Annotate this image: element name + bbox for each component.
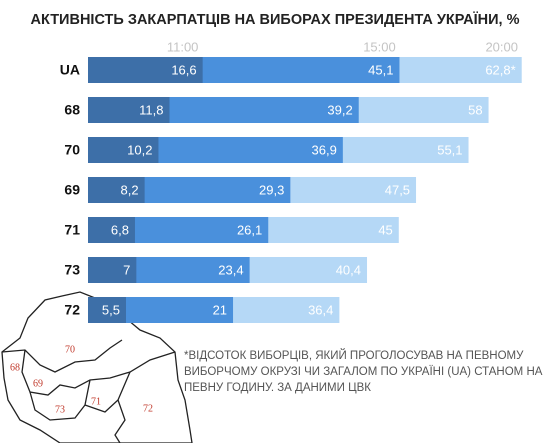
map-label: 69 (33, 378, 43, 389)
value-label: 45 (378, 222, 392, 237)
value-label: 47,5 (385, 182, 410, 197)
bar (88, 57, 203, 83)
chart-title: АКТИВНІСТЬ ЗАКАРПАТЦІВ НА ВИБОРАХ ПРЕЗИД… (31, 11, 520, 28)
value-label: 39,2 (327, 102, 352, 117)
value-label: 10,2 (127, 142, 152, 157)
value-label: 62,8* (485, 62, 515, 77)
series-label: 11:00 (167, 39, 199, 54)
map-border (1, 339, 123, 373)
value-label: 55,1 (437, 142, 462, 157)
map (1, 291, 193, 443)
value-label: 26,1 (237, 222, 262, 237)
footnote: *ВІДСОТОК ВИБОРЦІВ, ЯКИЙ ПРОГОЛОСУВАВ НА… (184, 349, 524, 362)
map-label: 72 (143, 403, 153, 414)
value-label: 36,4 (308, 302, 333, 317)
bar (88, 297, 126, 323)
value-label: 6,8 (111, 222, 129, 237)
category-label: 68 (64, 102, 80, 118)
series-label: 20:00 (485, 39, 518, 54)
bar (88, 97, 170, 123)
value-label: 21 (213, 302, 227, 317)
map-border (114, 399, 126, 443)
value-label: 45,1 (368, 62, 393, 77)
map-label: 71 (91, 396, 101, 407)
value-label: 11,8 (139, 102, 163, 117)
value-label: 16,6 (171, 62, 196, 77)
bar (88, 177, 145, 203)
value-label: 23,4 (218, 262, 243, 277)
category-label: UA (60, 62, 80, 78)
value-label: 58 (468, 102, 482, 117)
bar (88, 137, 159, 163)
category-label: 72 (64, 302, 80, 318)
value-label: 8,2 (121, 182, 139, 197)
value-label: 29,3 (259, 182, 284, 197)
map-label: 73 (55, 404, 65, 415)
map-border (29, 379, 91, 421)
category-label: 71 (64, 222, 80, 238)
value-label: 36,9 (312, 142, 337, 157)
value-label: 5,5 (102, 302, 120, 317)
footnote: ПЕВНУ ГОДИНУ. ЗА ДАНИМИ ЦВК (184, 382, 371, 394)
series-label: 15:00 (363, 39, 396, 54)
map-label: 68 (10, 362, 20, 373)
map-border (84, 371, 131, 413)
map-border (21, 349, 176, 396)
footnote: ВИБОРЧОМУ ОКРУЗІ ЧИ ЗАГАЛОМ ПО УКРАЇНІ (… (184, 366, 543, 378)
bar (88, 257, 137, 283)
bar (88, 217, 135, 243)
value-label: 7 (123, 262, 130, 277)
map-label: 70 (65, 344, 75, 355)
category-label: 73 (64, 262, 80, 278)
value-label: 40,4 (336, 262, 361, 277)
category-label: 69 (64, 182, 80, 198)
category-label: 70 (64, 142, 80, 158)
